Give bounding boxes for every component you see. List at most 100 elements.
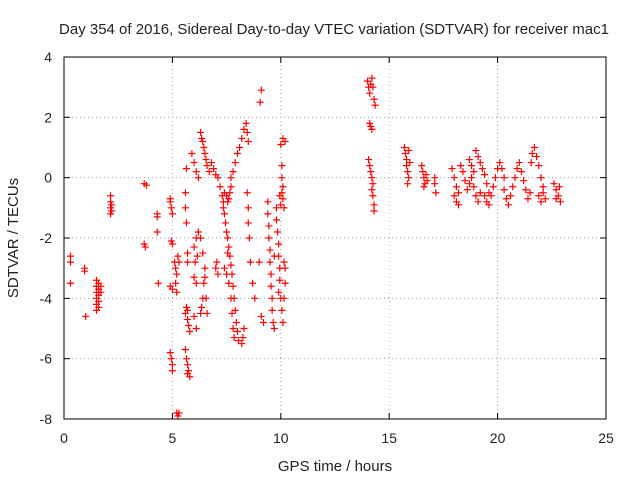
data-point [184,249,192,257]
data-point [367,168,375,176]
data-point [229,282,237,290]
data-point [203,162,211,170]
y-tick-label: -4 [40,290,53,306]
data-point [533,153,541,161]
data-point [264,198,272,206]
data-point [67,258,75,266]
data-point [517,168,525,176]
data-point [281,264,289,272]
data-point [404,168,412,176]
data-point [199,137,207,145]
data-point [487,192,495,200]
data-point [231,159,239,167]
data-point [404,180,412,188]
data-point [186,328,194,336]
data-point [468,162,476,170]
data-point [198,303,206,311]
data-point [371,101,379,109]
data-point [401,150,409,158]
data-point [450,174,458,182]
data-point [173,288,181,296]
data-point [266,246,274,254]
data-point [468,174,476,182]
data-point [419,168,427,176]
data-point [476,159,484,167]
data-point [256,98,264,106]
x-tick-label: 10 [273,430,289,446]
data-point [229,325,237,332]
data-point [370,207,378,215]
data-point [203,309,211,317]
data-point [274,228,282,236]
data-point [281,279,289,287]
data-point [465,180,473,188]
data-point [465,156,473,164]
data-point [279,183,287,191]
data-point [255,258,263,266]
data-point [257,312,265,320]
data-point [243,128,251,136]
data-point [368,74,376,82]
data-point [188,150,196,158]
data-point [366,119,374,127]
data-point [242,119,250,127]
data-point [67,279,75,287]
data-point [222,219,230,227]
data-point [182,303,190,311]
data-point [240,325,248,332]
data-point [528,150,536,158]
data-point [243,189,251,197]
data-point [481,192,489,200]
data-point [168,240,176,248]
data-point [500,186,508,194]
data-point [202,156,210,164]
data-point [455,201,463,209]
y-tick-label: -6 [40,351,53,367]
data-point [201,273,209,281]
data-point [197,234,205,242]
data-point [539,189,547,197]
data-point [278,189,286,197]
data-point [200,279,208,287]
data-point [270,325,278,332]
data-point [537,174,545,182]
data-point [366,89,374,97]
x-tick-label: 0 [60,430,68,446]
data-point [167,204,175,212]
data-point [238,134,246,142]
data-point [259,318,267,326]
data-point [197,128,205,136]
data-point [498,165,506,173]
data-point [166,349,174,357]
data-point [280,204,288,212]
data-point [190,159,198,167]
data-point [539,183,547,191]
data-point [181,189,189,197]
data-point [459,168,467,176]
data-point [280,258,288,266]
data-point [485,201,493,209]
data-point [175,258,183,266]
chart-title: Day 354 of 2016, Sidereal Day-to-day VTE… [59,21,609,38]
plot-frame [63,56,607,420]
data-point [541,195,549,203]
data-point [201,150,209,158]
data-point [225,279,233,287]
data-point [470,168,478,176]
data-point [212,264,220,272]
data-point [400,144,408,151]
data-point [141,243,149,251]
data-point [367,122,375,130]
data-point [265,222,273,230]
data-point [244,219,252,227]
data-point [472,192,480,200]
data-point [278,306,286,314]
data-point [470,183,478,191]
data-point [199,249,207,257]
data-point [82,312,90,320]
data-point [535,192,543,200]
axis-ticks: 0 5 10 15 20 25 -8 -6 -4 -2 0 2 4 [40,49,614,446]
data-point [233,150,241,158]
data-point [107,210,115,218]
data-point [509,183,517,191]
